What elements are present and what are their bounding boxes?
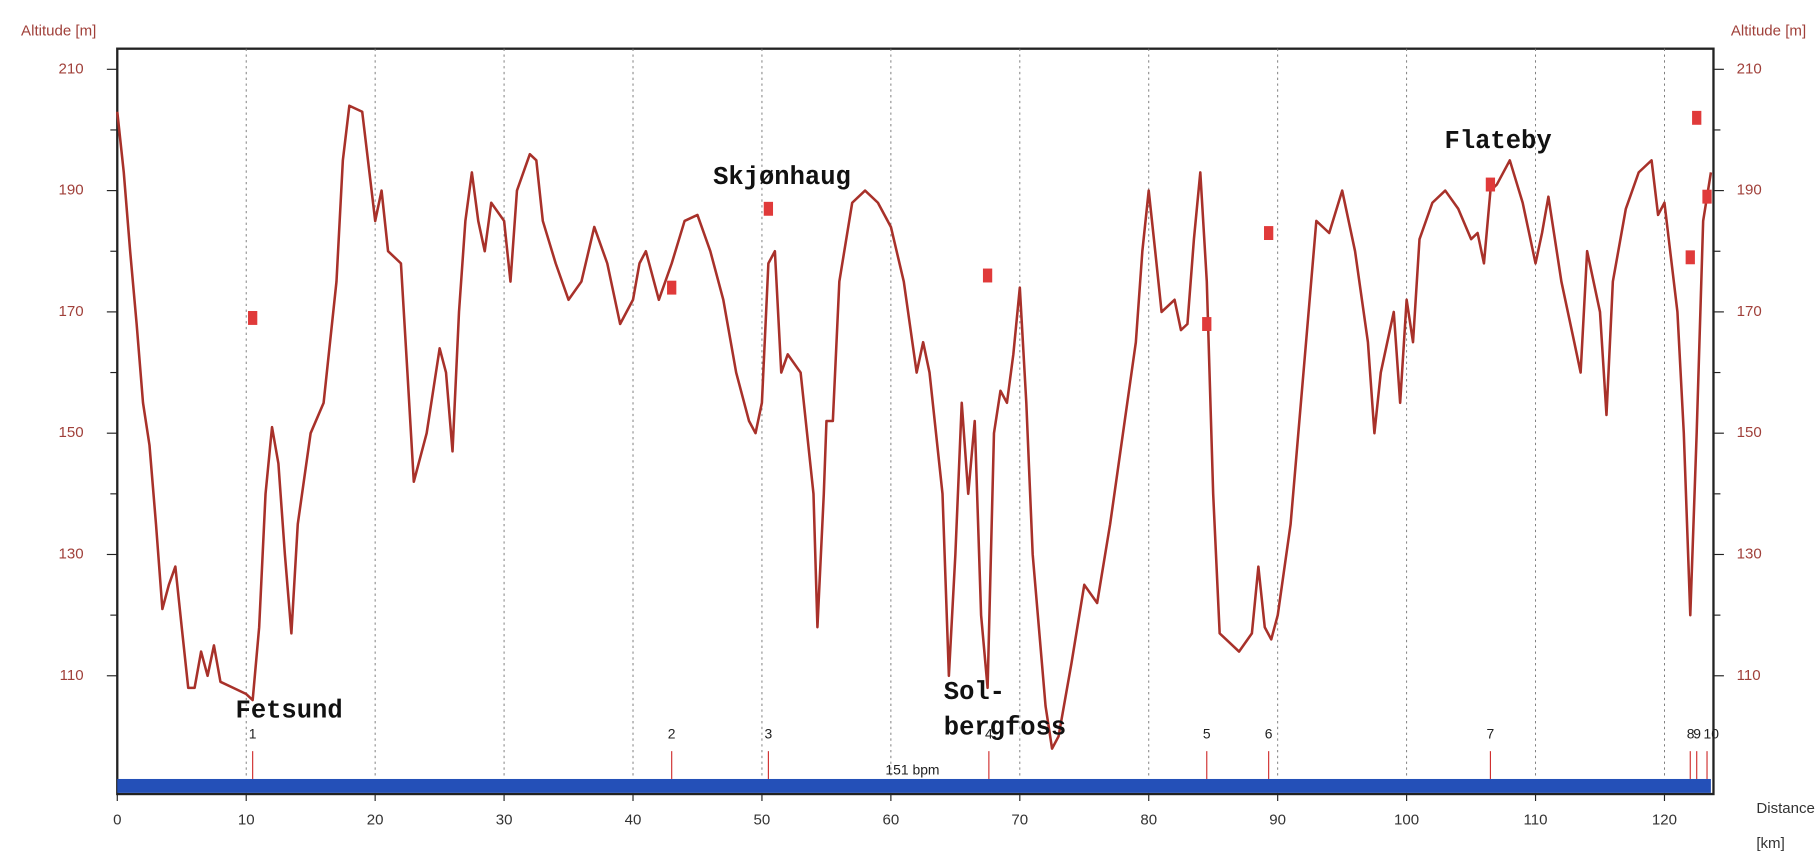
- y2-tick-label: 130: [1737, 545, 1762, 562]
- place-annotation: bergfoss: [944, 714, 1066, 743]
- lap-label: 2: [668, 726, 676, 742]
- waypoint: [1202, 317, 1212, 331]
- waypoint: [1692, 110, 1702, 125]
- x-tick-label: 60: [883, 812, 900, 829]
- x-tick-label: 20: [367, 812, 384, 829]
- lap-label: 7: [1487, 726, 1495, 742]
- waypoint: [1485, 177, 1496, 192]
- lap-label: 10: [1704, 726, 1720, 742]
- y-tick-label: 150: [59, 424, 84, 441]
- waypoint: [667, 280, 677, 295]
- altitude-line: [116, 104, 1713, 750]
- y2-axis-title: Altitude [m]: [1731, 22, 1806, 39]
- waypoint: [1685, 250, 1695, 265]
- hr-bar-label: 151 bpm: [885, 762, 939, 778]
- x-tick-label: 100: [1394, 812, 1419, 829]
- y-tick-label: 170: [59, 303, 84, 320]
- y-tick-label: 130: [59, 545, 84, 562]
- waypoint: [1702, 189, 1712, 204]
- x-tick-label: 40: [625, 812, 642, 829]
- x-tick-label: 120: [1652, 812, 1677, 829]
- x-tick-label: 10: [238, 812, 255, 829]
- place-annotation: Sol-: [944, 678, 1005, 707]
- y2-tick-label: 150: [1737, 424, 1762, 441]
- y2-tick-label: 110: [1737, 667, 1761, 684]
- y-tick-label: 190: [59, 182, 84, 199]
- y2-tick-label: 210: [1737, 60, 1762, 77]
- place-annotation: Fetsund: [236, 696, 343, 725]
- x-tick-label: 30: [496, 812, 513, 829]
- lap-label: 9: [1693, 726, 1701, 742]
- x-axis-unit: [km]: [1756, 835, 1784, 852]
- y2-tick-label: 190: [1737, 182, 1762, 199]
- lap-label: 5: [1203, 726, 1211, 742]
- y-axis-title: Altitude [m]: [21, 22, 96, 39]
- x-tick-label: 70: [1011, 812, 1028, 829]
- lap-label: 1: [249, 726, 257, 742]
- x-tick-label: 80: [1140, 812, 1157, 829]
- lap-label: 8: [1687, 726, 1695, 742]
- waypoint: [248, 311, 258, 325]
- y-tick-label: 210: [59, 60, 84, 77]
- place-annotation: Flateby: [1445, 127, 1552, 156]
- y-tick-label: 110: [60, 667, 84, 684]
- waypoint: [982, 268, 993, 283]
- plot-frame: [116, 47, 1715, 796]
- waypoint: [763, 201, 774, 216]
- lap-label: 4: [985, 726, 993, 742]
- y2-tick-label: 170: [1737, 303, 1762, 320]
- x-tick-label: 0: [113, 812, 121, 829]
- x-tick-label: 50: [754, 812, 771, 829]
- x-axis-title: Distance: [1756, 800, 1815, 817]
- place-annotation: Skjønhaug: [713, 163, 851, 192]
- x-tick-label: 110: [1524, 812, 1548, 829]
- lap-label: 6: [1265, 726, 1273, 742]
- hr-bar: [117, 778, 1711, 793]
- lap-label: 3: [765, 726, 773, 742]
- x-tick-label: 90: [1269, 812, 1286, 829]
- waypoint: [1264, 226, 1274, 241]
